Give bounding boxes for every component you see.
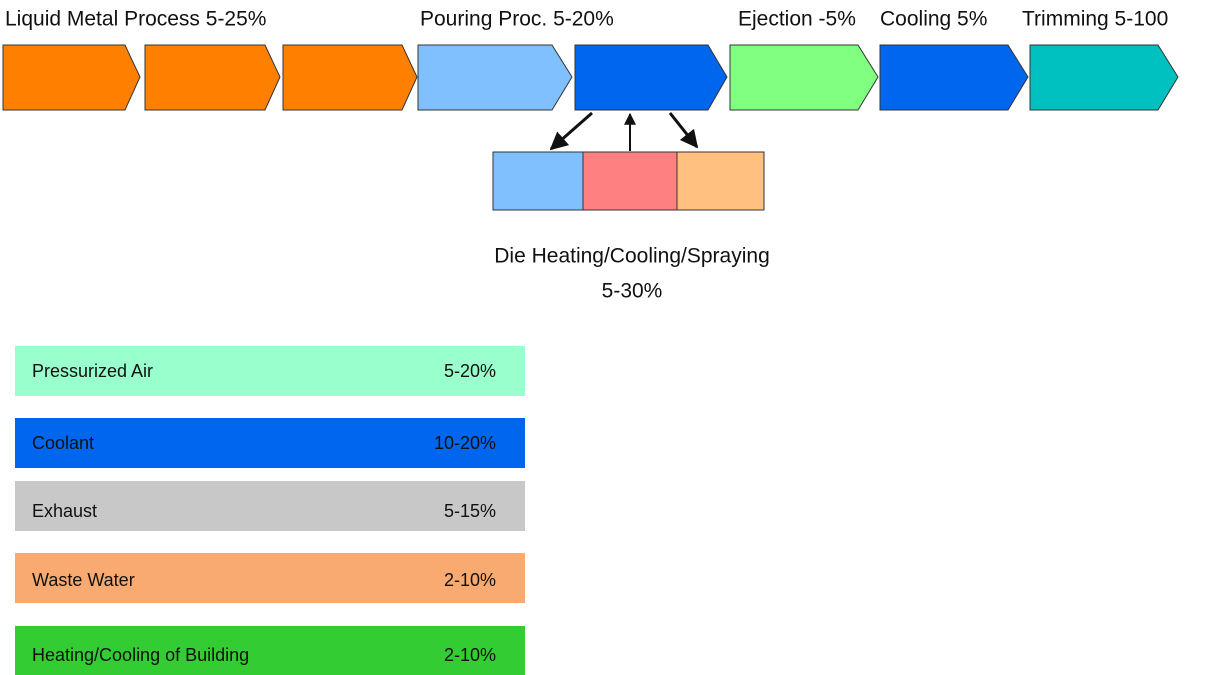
die-box bbox=[676, 151, 765, 211]
arrow bbox=[668, 112, 699, 149]
consumer-share: 10-20% bbox=[434, 433, 496, 453]
consumer: Heating/Cooling of Building 2-10% bbox=[15, 626, 525, 675]
consumer-name: Waste Water bbox=[32, 570, 135, 590]
chevron bbox=[574, 44, 728, 111]
consumer-name: Exhaust bbox=[32, 501, 97, 521]
die-label: Die Heating/Cooling/Spraying bbox=[494, 245, 770, 268]
stage-label: Ejection -5% bbox=[738, 8, 856, 31]
consumer-share: 5-20% bbox=[444, 361, 496, 381]
stage-label: Pouring Proc. 5-20% bbox=[420, 8, 614, 31]
chevron bbox=[879, 44, 1029, 111]
chevron bbox=[144, 44, 281, 111]
chevron bbox=[282, 44, 418, 111]
consumer-bar bbox=[15, 481, 525, 531]
chevron bbox=[2, 44, 141, 111]
consumer-name: Heating/Cooling of Building bbox=[32, 645, 249, 665]
consumer-bar bbox=[15, 626, 525, 675]
die-share: 5-30% bbox=[602, 280, 663, 303]
stage-label: Trimming 5-100 bbox=[1022, 8, 1168, 31]
consumer-bar bbox=[15, 418, 525, 468]
stage-label: Cooling 5% bbox=[880, 8, 987, 31]
chevron bbox=[417, 44, 573, 111]
chevron bbox=[1029, 44, 1179, 111]
consumer-share: 5-15% bbox=[444, 501, 496, 521]
die-box bbox=[582, 151, 678, 211]
consumer-name: Coolant bbox=[32, 433, 94, 453]
consumer: Exhaust 5-15% bbox=[15, 481, 525, 531]
consumer-share: 2-10% bbox=[444, 570, 496, 590]
consumer-bar bbox=[15, 346, 525, 396]
consumer-bar bbox=[15, 553, 525, 603]
die-box bbox=[492, 151, 584, 211]
consumer-share: 2-10% bbox=[444, 645, 496, 665]
stage-label: Liquid Metal Process 5-25% bbox=[5, 8, 266, 31]
consumer: Waste Water 2-10% bbox=[15, 553, 525, 603]
consumer: Coolant 10-20% bbox=[15, 418, 525, 468]
chevron bbox=[729, 44, 879, 111]
consumer-name: Pressurized Air bbox=[32, 361, 153, 381]
arrow bbox=[549, 111, 593, 151]
consumer: Pressurized Air 5-20% bbox=[15, 346, 525, 396]
